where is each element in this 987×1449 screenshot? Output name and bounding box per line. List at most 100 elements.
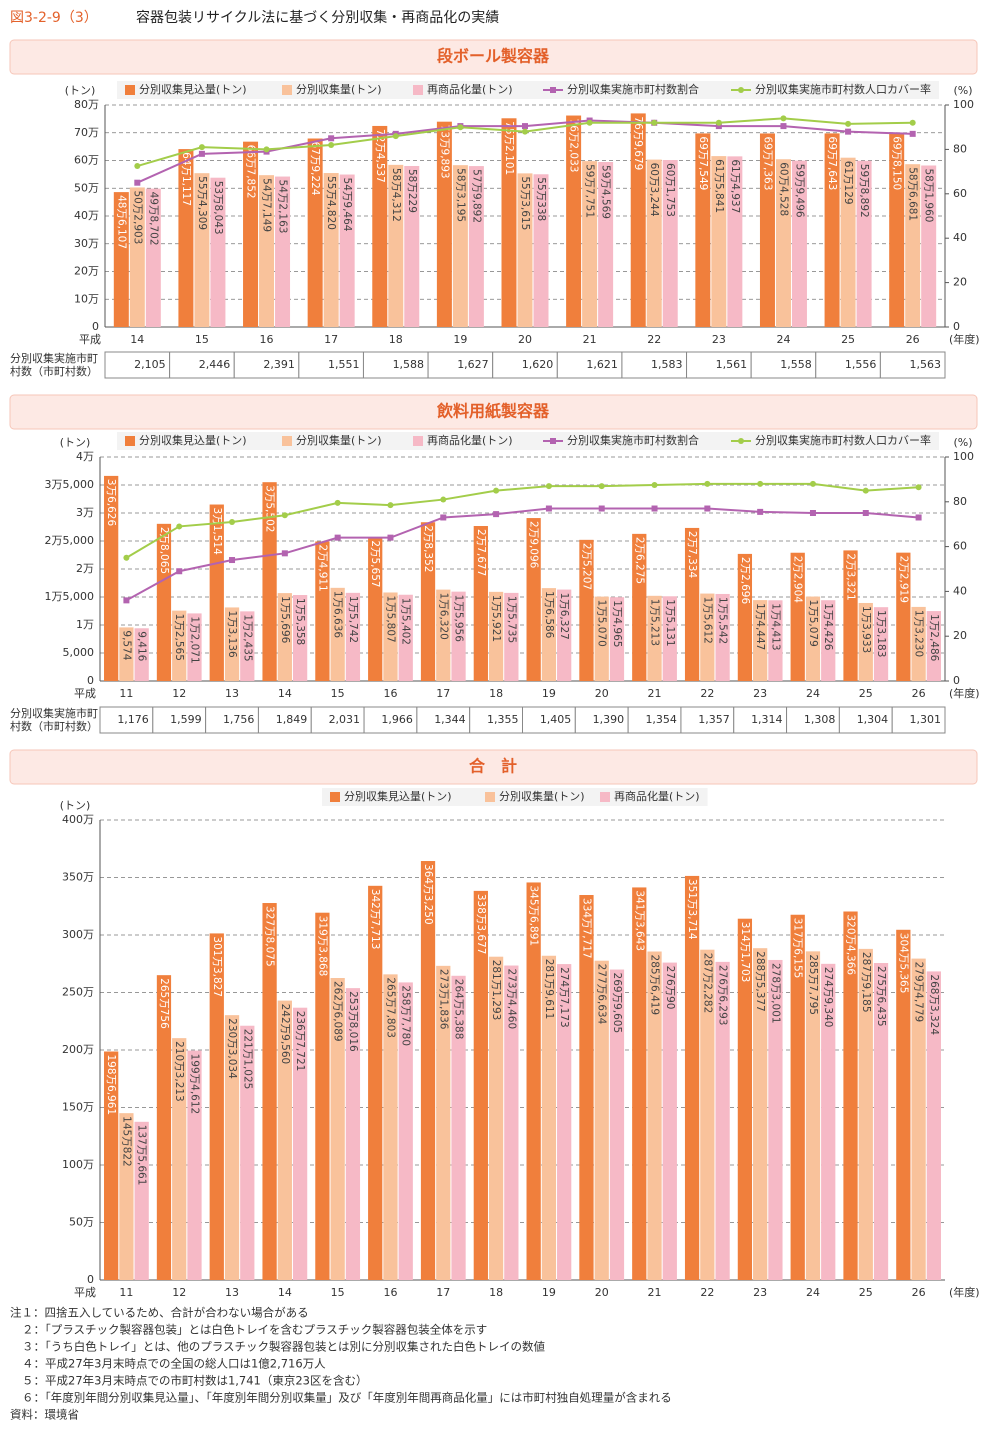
bar	[330, 977, 345, 1280]
y-tick-label: 1万	[76, 618, 94, 631]
value-label: 60万4,528	[777, 162, 789, 216]
bar	[172, 610, 187, 681]
value-label: 72万4,537	[374, 129, 386, 183]
table-cell	[750, 351, 817, 379]
value-label: 1万2,071	[188, 616, 200, 663]
table-value: 1,558	[780, 358, 812, 371]
table-value: 1,588	[393, 358, 425, 371]
value-label: 258万7,780	[400, 985, 412, 1046]
line-marker	[328, 141, 335, 148]
bar	[533, 174, 549, 327]
x-tick-label: 23	[753, 1286, 767, 1299]
x-suffix: (年度)	[949, 686, 980, 700]
figure-number: 図3-2-9（3）	[10, 10, 98, 26]
y-tick-label: 3万	[76, 506, 94, 519]
line-marker	[862, 487, 869, 494]
value-label: 274万9,340	[822, 967, 834, 1028]
table-value: 1,405	[540, 713, 572, 726]
value-label: 2万7,334	[686, 531, 698, 579]
value-label: 320万4,366	[845, 914, 857, 975]
x-tick-label: 24	[776, 333, 790, 346]
table-cell	[733, 706, 788, 734]
x-tick-label: 22	[700, 687, 714, 700]
table-cell	[815, 351, 881, 379]
table-value: 1,621	[586, 358, 618, 371]
value-label: 1万3,230	[913, 610, 925, 657]
bar	[662, 596, 677, 681]
value-label: 55万338	[535, 177, 547, 221]
value-label: 61万5,841	[713, 159, 725, 213]
bar	[383, 592, 398, 681]
value-label: 1万3,933	[860, 606, 872, 653]
bar	[156, 523, 172, 681]
value-label: 338万3,677	[475, 894, 487, 955]
value-label: 314万1,703	[739, 922, 751, 983]
value-label: 273万4,460	[505, 969, 517, 1030]
line-marker	[651, 505, 658, 512]
value-label: 1万5,956	[453, 595, 465, 643]
value-label: 198万6,961	[105, 1054, 117, 1115]
table-cell	[104, 351, 171, 379]
value-label: 288万5,377	[754, 951, 766, 1012]
bar	[292, 594, 308, 681]
value-label: 59万8,892	[858, 164, 870, 218]
bar	[727, 156, 743, 327]
value-label: 2万2,919	[897, 556, 909, 603]
y2-tick-label: 0	[953, 320, 960, 333]
bar	[557, 964, 572, 1280]
table-cell	[363, 706, 418, 734]
legend-label: 分別収集実施市町村数人口カバー率	[755, 82, 931, 96]
value-label: 69万7,363	[761, 136, 773, 190]
bar	[557, 589, 572, 681]
bar	[858, 602, 873, 681]
section-title: 合 計	[469, 757, 517, 776]
table-cell	[838, 706, 893, 734]
note: 注１：四捨五入しているため、合計が合わない場合がある	[10, 1306, 309, 1320]
bar	[843, 550, 858, 681]
value-label: 1万5,735	[505, 596, 517, 643]
bar	[711, 156, 727, 327]
y-tick-label: 40万	[74, 209, 99, 222]
bar	[598, 162, 614, 327]
line-marker	[229, 557, 236, 564]
line-marker	[704, 480, 711, 487]
bar	[609, 597, 625, 681]
value-label: 1万5,807	[384, 595, 396, 642]
value-label: 1万2,435	[241, 614, 253, 661]
bar	[398, 982, 413, 1280]
table-value: 1,599	[170, 713, 202, 726]
legend-swatch	[125, 85, 135, 95]
x-tick-label: 19	[542, 1286, 556, 1299]
bar	[368, 537, 383, 681]
line-marker	[440, 496, 447, 503]
value-label: 1万5,358	[294, 598, 306, 645]
legend-swatch	[413, 85, 423, 95]
bar	[662, 962, 677, 1280]
line-marker	[909, 130, 916, 137]
bar	[209, 933, 224, 1280]
x-tick-label: 22	[647, 333, 661, 346]
table-value: 1,314	[751, 713, 783, 726]
x-tick-label: 19	[453, 333, 467, 346]
value-label: 1万4,965	[611, 600, 623, 647]
legend-label: 再商品化量(トン)	[614, 789, 700, 803]
y2-tick-label: 20	[953, 629, 967, 642]
legend-label: 分別収集見込量(トン)	[139, 82, 247, 96]
bar	[420, 861, 436, 1280]
value-label: 1万4,413	[769, 603, 781, 650]
value-label: 64万1,117	[180, 152, 192, 206]
line-marker	[198, 150, 205, 157]
legend-label: 分別収集見込量(トン)	[344, 789, 452, 803]
y-tick-label: 250万	[62, 986, 94, 999]
line-marker	[387, 534, 394, 541]
table-value: 1,551	[328, 358, 360, 371]
table-cell	[627, 706, 682, 734]
section-band	[9, 39, 978, 75]
x-tick-label: 13	[225, 687, 239, 700]
line-marker	[809, 510, 816, 516]
value-label: 341万3,643	[633, 890, 645, 951]
bar	[768, 959, 783, 1280]
table-value: 1,301	[910, 713, 942, 726]
line-marker	[598, 483, 605, 490]
bar	[695, 133, 711, 327]
